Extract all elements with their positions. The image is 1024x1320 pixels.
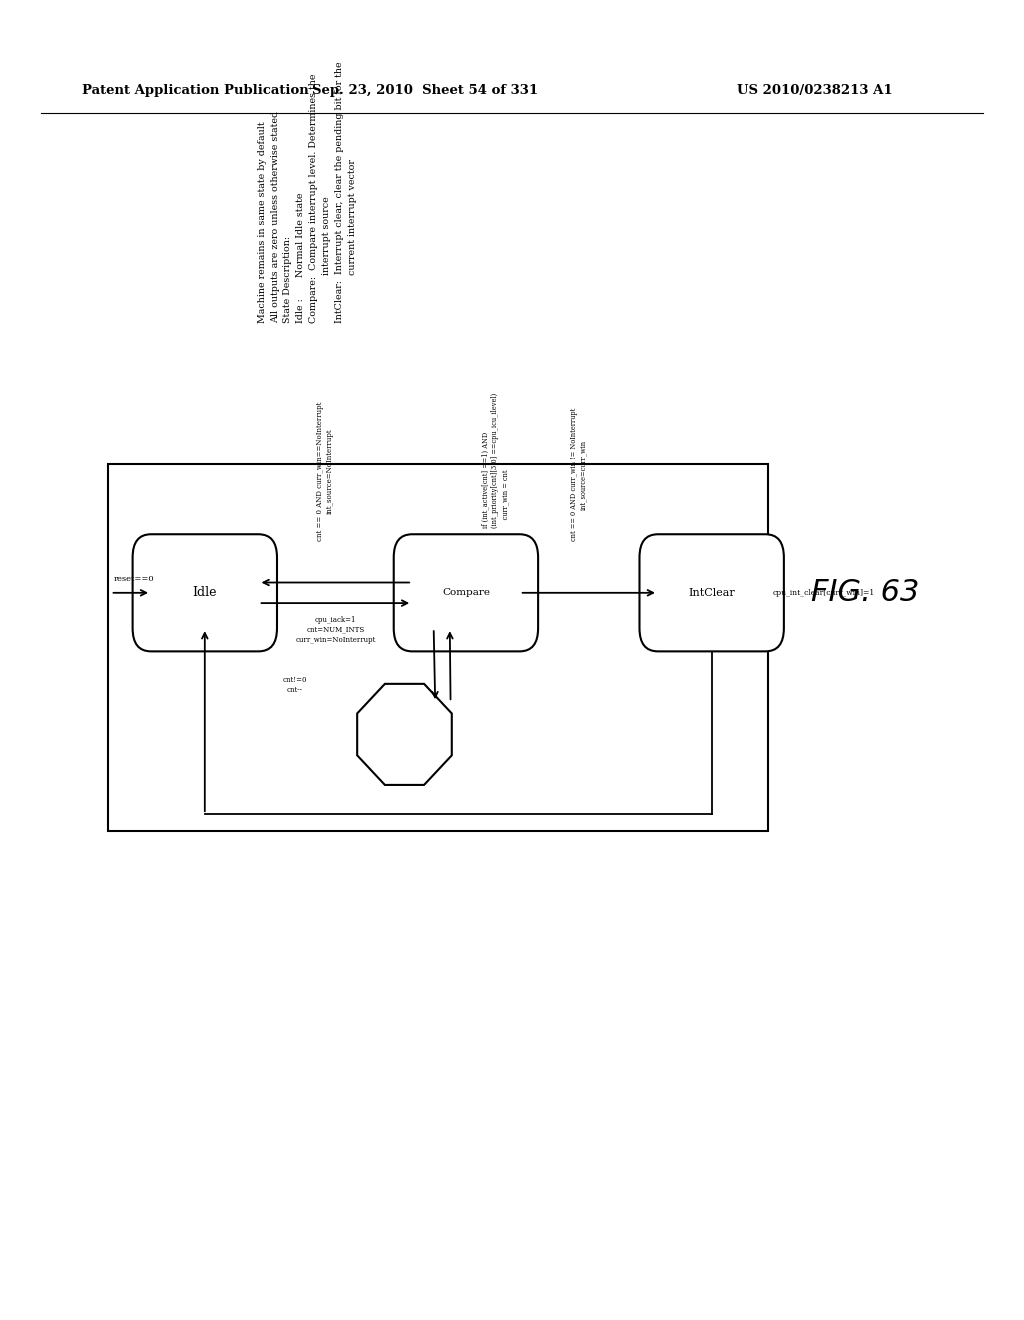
Text: cnt!=0
cnt--: cnt!=0 cnt--	[283, 676, 306, 694]
Text: cpu_int_clear[curr_win]=1: cpu_int_clear[curr_win]=1	[773, 589, 876, 597]
Text: Idle: Idle	[193, 586, 217, 599]
Text: cnt == 0 AND curr_win==NoInterrupt
int_source=NoInterrupt: cnt == 0 AND curr_win==NoInterrupt int_s…	[316, 403, 334, 541]
Text: FIG. 63: FIG. 63	[811, 578, 920, 607]
Text: Sep. 23, 2010  Sheet 54 of 331: Sep. 23, 2010 Sheet 54 of 331	[312, 84, 538, 98]
Text: if (int_active[cnt] ==1) AND
(int_priority[cnt][3:0] ==cpu_icu_ilevel)
    curr_: if (int_active[cnt] ==1) AND (int_priori…	[481, 393, 509, 528]
FancyBboxPatch shape	[133, 535, 276, 651]
Text: IntClear: IntClear	[688, 587, 735, 598]
Text: Machine remains in same state by default
All outputs are zero unless otherwise s: Machine remains in same state by default…	[258, 61, 356, 322]
FancyBboxPatch shape	[393, 535, 539, 651]
Polygon shape	[357, 684, 452, 785]
Bar	[108, 465, 768, 830]
Text: Patent Application Publication: Patent Application Publication	[82, 84, 308, 98]
Text: Compare: Compare	[442, 589, 489, 598]
Text: US 2010/0238213 A1: US 2010/0238213 A1	[737, 84, 893, 98]
Text: reset==0: reset==0	[114, 574, 155, 582]
Text: cnt == 0 AND curr_win != NoInterrupt
int_source=curr_win: cnt == 0 AND curr_win != NoInterrupt int…	[569, 408, 588, 541]
Text: cpu_iack=1
cnt=NUM_INTS
curr_win=NoInterrupt: cpu_iack=1 cnt=NUM_INTS curr_win=NoInter…	[295, 616, 376, 644]
FancyBboxPatch shape	[639, 535, 784, 651]
